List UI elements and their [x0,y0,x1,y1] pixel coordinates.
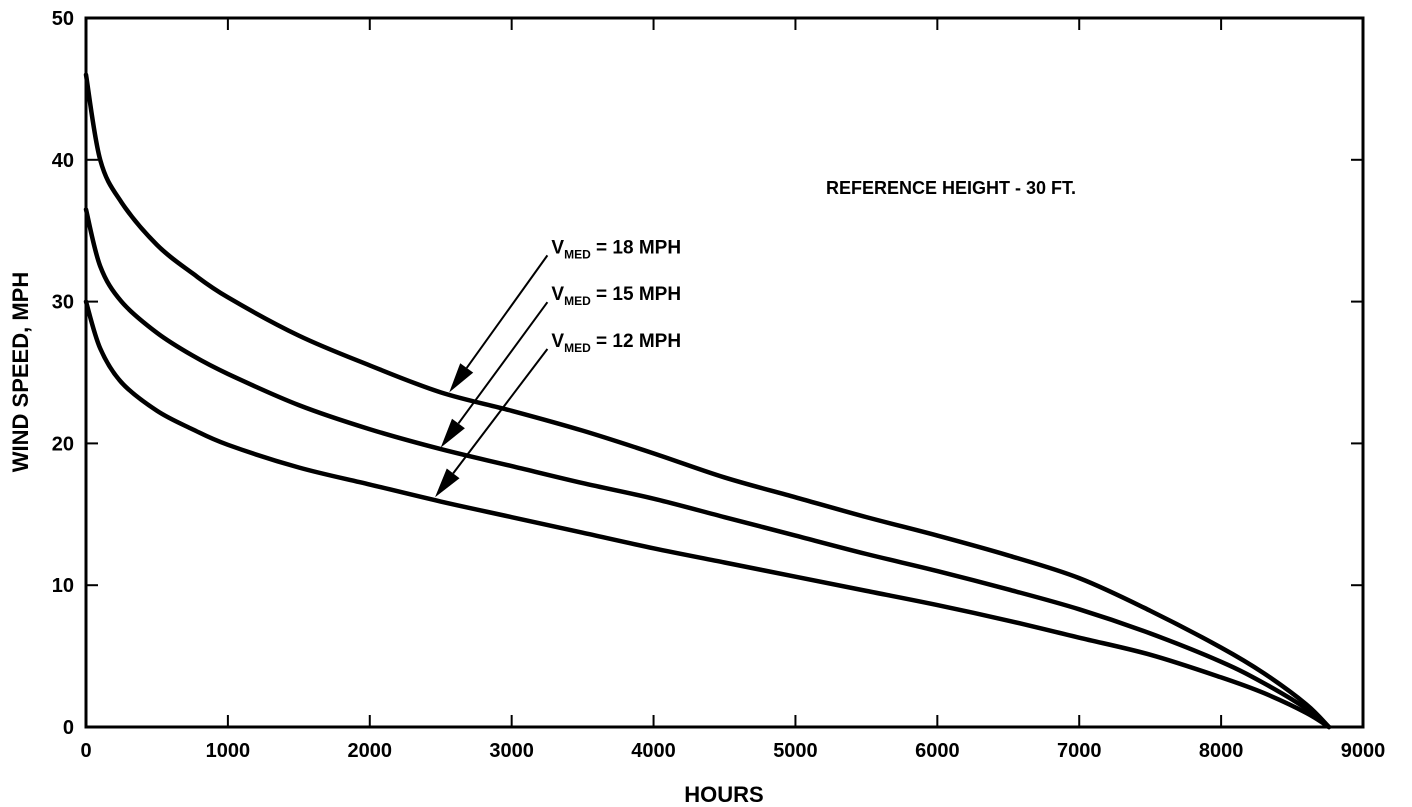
axis-ticks: 0 1000 2000 3000 4000 5000 6000 7000 8000 9000 0 10… [52,8,1386,762]
series-arrowhead-2 [440,418,465,448]
y-tick-label: 10 [52,575,74,597]
series-line-2 [83,207,1332,730]
series-layer [83,72,1332,730]
series-line-3 [83,299,1332,730]
series-label-3: VMED = 12 MPH [551,331,681,355]
series-label-sub: MED [564,294,591,308]
series-label-rest: = 18 MPH [591,237,681,258]
plot-frame [84,16,1365,729]
series-arrow-1 [465,254,549,369]
x-tick-label: 7000 [1057,740,1102,762]
x-tick-label: 5000 [773,740,818,762]
x-tick-label: 9000 [1341,740,1386,762]
series-label-sub: MED [564,247,591,261]
y-tick-label: 40 [52,150,74,172]
series-arrowhead-1 [449,363,474,393]
series-label-main: V [551,284,564,305]
x-tick-label: 2000 [348,740,393,762]
series-label-rest: = 15 MPH [591,284,681,305]
series-label-sub: MED [564,341,591,355]
series-label-main: V [551,331,564,352]
x-tick-label: 8000 [1199,740,1244,762]
series-arrowhead-3 [435,468,460,498]
y-axis-title: WIND SPEED, MPH [8,272,33,472]
series-arrow-3 [452,348,549,474]
y-tick-label: 20 [52,433,74,455]
series-label-1: VMED = 18 MPH [551,237,681,261]
series-label-rest: = 12 MPH [591,331,681,352]
x-tick-label: 4000 [631,740,676,762]
y-tick-label: 0 [63,717,74,739]
x-tick-label: 1000 [206,740,251,762]
series-label-main: V [551,237,564,258]
x-axis-title: HOURS [684,782,763,807]
series-label-2: VMED = 15 MPH [551,284,681,308]
x-tick-label: 3000 [489,740,534,762]
y-tick-label: 30 [52,292,74,314]
reference-height-annotation: REFERENCE HEIGHT - 30 FT. [826,178,1076,198]
x-tick-label: 0 [80,740,91,762]
y-tick-label: 50 [52,8,74,30]
series-arrow-2 [457,301,549,425]
series-line-1 [83,72,1332,730]
x-tick-label: 6000 [915,740,960,762]
